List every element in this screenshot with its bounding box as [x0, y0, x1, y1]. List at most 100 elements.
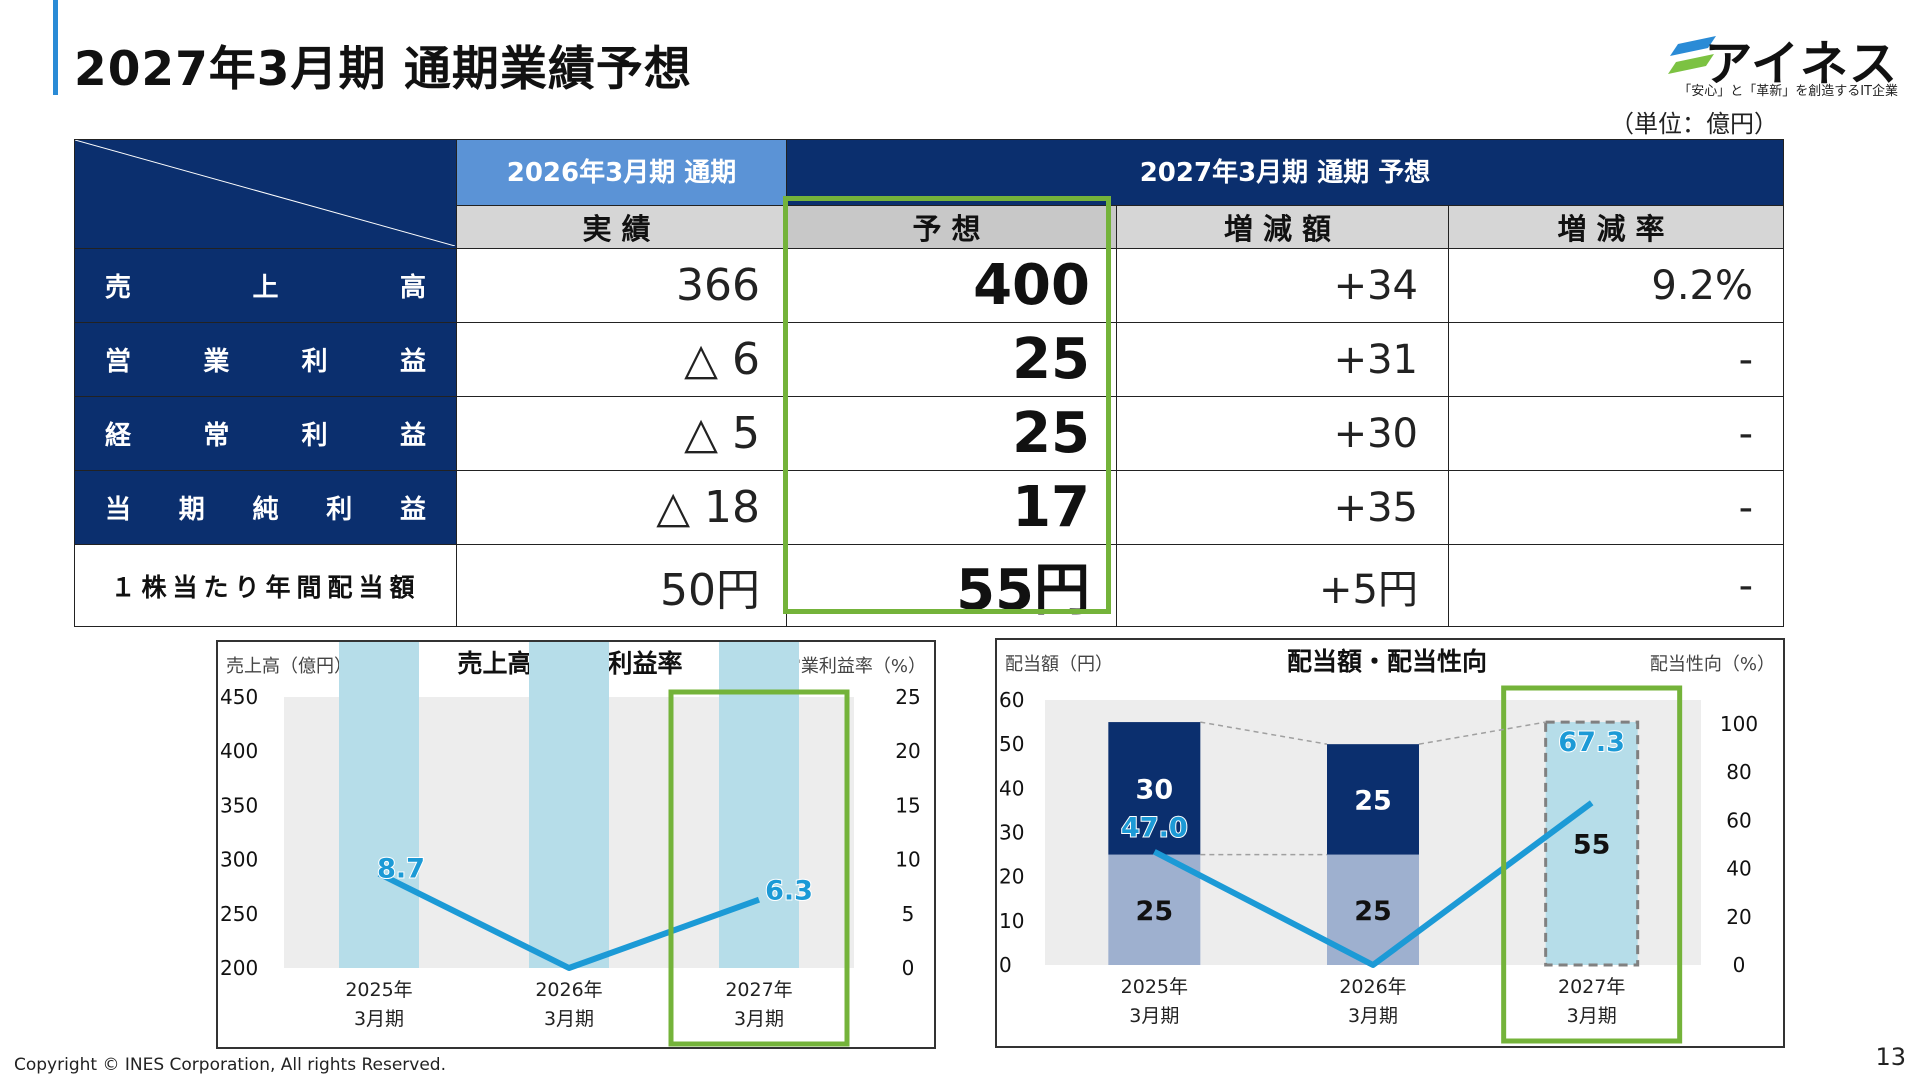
y2-tick-label: 80 [1726, 760, 1751, 784]
bar-connector-line [1200, 721, 1328, 745]
ordinary-profit-change: +30 [1116, 396, 1449, 471]
y2-tick-label: 5 [902, 902, 915, 926]
bar-data-label: 25 [1136, 896, 1174, 927]
x-tick-label-period: 3月期 [1348, 1005, 1398, 1027]
page-number: 13 [1875, 1043, 1906, 1071]
x-tick-label-period: 3月期 [1567, 1005, 1617, 1027]
table-row: 売上高 366 400 +34 9.2% [74, 248, 1784, 323]
sales-margin-chart-box: 売上高・営業利益率売上高（億円）営業利益率（%）4504003503002502… [216, 490, 936, 1049]
y-tick-label: 0 [999, 953, 1012, 977]
sales-forecast: 400 [786, 248, 1117, 323]
y-tick-label: 400 [220, 739, 258, 763]
x-tick-label-period: 3月期 [354, 1008, 404, 1030]
net-income-change: +35 [1116, 470, 1449, 545]
bar [339, 527, 419, 968]
sales-actual: 366 [456, 248, 787, 323]
y2-tick-label: 10 [895, 848, 920, 872]
ordinary-profit-actual: △ 5 [456, 396, 787, 471]
bar-data-label: 55 [1573, 830, 1611, 861]
row-label-dividend: １株当たり年間配当額 [74, 544, 457, 627]
x-tick-label-year: 2026年 [1339, 976, 1406, 998]
subheader-actual: 実績 [456, 205, 787, 249]
x-tick-label-period: 3月期 [1129, 1005, 1179, 1027]
table-corner-cell [74, 139, 457, 249]
y-tick-label: 50 [999, 732, 1024, 756]
net-income-actual: △ 18 [456, 470, 787, 545]
title-accent-bar [53, 0, 58, 95]
x-tick-label-period: 3月期 [544, 1008, 594, 1030]
line-data-label: 6.3 [765, 876, 813, 907]
x-tick-label-period: 3月期 [734, 1008, 784, 1030]
y-tick-label: 40 [999, 776, 1024, 800]
y2-tick-label: 15 [895, 793, 920, 817]
operating-profit-change: +31 [1116, 322, 1449, 397]
logo-wordmark: アイネス [1704, 36, 1898, 92]
dividend-actual: 50円 [456, 544, 787, 627]
y2-axis-label: 配当性向（%） [1650, 654, 1775, 675]
bar [1108, 722, 1201, 855]
sales-margin-chart: 売上高・営業利益率売上高（億円）営業利益率（%）4504003503002502… [220, 490, 926, 1047]
copyright-text: Copyright © INES Corporation, All rights… [14, 1055, 446, 1075]
table-row: 営業利益 △ 6 25 +31 - [74, 322, 1784, 397]
x-tick-label-year: 2027年 [725, 979, 792, 1001]
header-2026: 2026年3月期 通期 [456, 139, 787, 206]
net-income-forecast: 17 [786, 470, 1117, 545]
table-row: 経常利益 △ 5 25 +30 - [74, 396, 1784, 471]
y2-tick-label: 25 [895, 685, 920, 709]
bar [1108, 854, 1201, 965]
dividend-change: +5円 [1116, 544, 1449, 627]
y2-axis-label: 営業利益率（%） [783, 656, 926, 677]
y2-tick-label: 60 [1726, 808, 1751, 832]
operating-profit-rate: - [1448, 322, 1784, 397]
y-tick-label: 350 [220, 793, 258, 817]
dividend-rate: - [1448, 544, 1784, 627]
x-tick-label-year: 2026年 [535, 979, 602, 1001]
table-row: 当期純利益 △ 18 17 +35 - [74, 470, 1784, 545]
subheader-forecast: 予想 [786, 205, 1117, 249]
y-tick-label: 10 [999, 909, 1024, 933]
corner-diagonal [75, 140, 455, 246]
ordinary-profit-rate: - [1448, 396, 1784, 471]
y-tick-label: 300 [220, 848, 258, 872]
highlight-frame [1501, 685, 1683, 1044]
y-tick-label: 20 [999, 865, 1024, 889]
header-2027: 2027年3月期 通期 予想 [786, 139, 1784, 206]
ratio-line [1152, 800, 1594, 968]
line-data-label: 8.7 [377, 854, 425, 885]
bar [1327, 744, 1419, 855]
unit-note: （単位：億円） [1610, 110, 1778, 138]
bar-data-label: 25 [1354, 896, 1392, 927]
net-income-rate: - [1448, 470, 1784, 545]
row-label-operating-profit: 営業利益 [74, 322, 457, 397]
y2-tick-label: 20 [895, 739, 920, 763]
bar-connector-line [1418, 721, 1546, 745]
y2-tick-label: 0 [902, 956, 915, 980]
y-tick-label: 250 [220, 902, 258, 926]
table-row: １株当たり年間配当額 50円 55円 +5円 - [74, 544, 1784, 627]
chart-title: 配当額・配当性向 [1287, 647, 1487, 676]
line-data-label: 67.3 [1558, 727, 1625, 758]
y-tick-label: 450 [220, 685, 258, 709]
logo-tagline: 「安心」と「革新」を創造するIT企業 [1678, 84, 1898, 99]
y-axis-label: 売上高（億円） [226, 656, 352, 677]
row-label-sales: 売上高 [74, 248, 457, 323]
y-tick-label: 60 [999, 688, 1024, 712]
bar [529, 571, 609, 968]
row-label-net-income: 当期純利益 [74, 470, 457, 545]
y2-tick-label: 20 [1726, 905, 1751, 929]
sales-change: +34 [1116, 248, 1449, 323]
dividend-chart-box: 配当額・配当性向 配当額（円） 配当性向（%） 60 50 40 30 20 10 0 100 80 6… [995, 638, 1785, 1048]
company-logo: アイネス 「安心」と「革新」を創造するIT企業 [1668, 24, 1898, 99]
ratio-line [377, 871, 761, 971]
bar [1544, 720, 1640, 967]
x-tick-label-year: 2025年 [345, 979, 412, 1001]
y2-tick-label: 100 [1720, 712, 1758, 736]
highlight-frame [668, 689, 850, 1047]
logo-mark-icon [1668, 36, 1716, 74]
dividend-forecast: 55円 [786, 544, 1117, 627]
bar-data-label: 25 [1354, 785, 1392, 816]
y-tick-label: 30 [999, 821, 1024, 845]
page-title: 2027年3月期 通期業績予想 [74, 42, 692, 97]
sales-rate: 9.2% [1448, 248, 1784, 323]
